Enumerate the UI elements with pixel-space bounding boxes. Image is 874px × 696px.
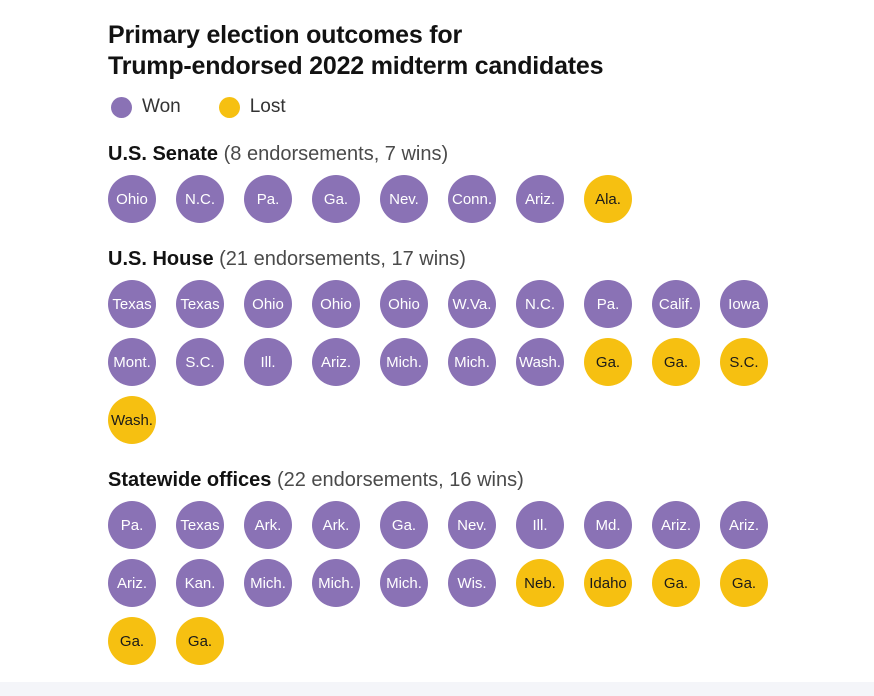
candidate-circle-won: Ark. [312, 501, 360, 549]
section-header: Statewide offices (22 endorsements, 16 w… [108, 469, 874, 492]
candidate-circle-won: Pa. [584, 280, 632, 328]
section-subtitle: (8 endorsements, 7 wins) [223, 143, 449, 165]
candidate-circle-won: Kan. [176, 559, 224, 607]
chart-container: Primary election outcomes for Trump-endo… [108, 20, 874, 665]
candidate-circle-lost: Ga. [652, 338, 700, 386]
candidate-circle-won: Nev. [448, 501, 496, 549]
candidate-circle-won: Ohio [108, 175, 156, 223]
candidate-circle-won: Mont. [108, 338, 156, 386]
candidate-circle-won: Ga. [312, 175, 360, 223]
legend-dot-won-icon [111, 96, 132, 118]
candidate-circle-won: Ohio [312, 280, 360, 328]
section-u-s-house: U.S. House (21 endorsements, 17 wins) Tex… [108, 248, 874, 444]
candidate-circle-lost: Wash. [108, 396, 156, 444]
candidate-circle-won: Ariz. [720, 501, 768, 549]
candidate-circle-won: Texas [176, 501, 224, 549]
candidate-circle-won: Ariz. [516, 175, 564, 223]
section-u-s-senate: U.S. Senate (8 endorsements, 7 wins) Ohio… [108, 143, 874, 223]
candidate-circle-won: Md. [584, 501, 632, 549]
candidate-circle-won: Calif. [652, 280, 700, 328]
candidate-circle-lost: Ga. [720, 559, 768, 607]
chart-title-line-2: Trump-endorsed 2022 midterm candidates [108, 52, 604, 80]
candidate-grid: Pa. Texas Ark. Ark. Ga. Nev. Ill. Md. Ariz. Ariz.… [108, 501, 768, 665]
candidate-circle-won: Pa. [108, 501, 156, 549]
legend-item-won: Won [111, 96, 181, 118]
candidate-circle-won: Texas [108, 280, 156, 328]
candidate-circle-won: Ga. [380, 501, 428, 549]
candidate-circle-lost: Neb. [516, 559, 564, 607]
section-title: U.S. Senate [108, 143, 219, 165]
candidate-circle-lost: Ga. [108, 617, 156, 665]
section-header: U.S. House (21 endorsements, 17 wins) [108, 248, 874, 271]
candidate-circle-won: Mich. [448, 338, 496, 386]
chart-title-line-1: Primary election outcomes for [108, 21, 463, 49]
candidate-circle-won: S.C. [176, 338, 224, 386]
candidate-grid: Texas Texas Ohio Ohio Ohio W.Va. N.C. Pa. Calif.… [108, 280, 768, 444]
legend: Won Lost [111, 96, 874, 118]
candidate-circle-lost: S.C. [720, 338, 768, 386]
candidate-circle-lost: Ga. [176, 617, 224, 665]
candidate-circle-won: Conn. [448, 175, 496, 223]
candidate-circle-lost: Idaho [584, 559, 632, 607]
candidate-circle-won: Iowa [720, 280, 768, 328]
section-title: Statewide offices [108, 469, 272, 491]
legend-label: Lost [249, 96, 286, 117]
candidate-circle-won: Mich. [380, 559, 428, 607]
section-title: U.S. House [108, 248, 214, 270]
section-subtitle: (21 endorsements, 17 wins) [219, 248, 466, 270]
candidate-circle-won: Mich. [244, 559, 292, 607]
section-header: U.S. Senate (8 endorsements, 7 wins) [108, 143, 874, 166]
candidate-circle-won: Ill. [244, 338, 292, 386]
legend-dot-lost-icon [218, 96, 240, 118]
candidate-circle-won: N.C. [516, 280, 564, 328]
candidate-circle-won: Mich. [312, 559, 360, 607]
candidate-circle-won: Wash. [516, 338, 564, 386]
candidate-circle-won: Ariz. [312, 338, 360, 386]
legend-label: Won [142, 96, 181, 117]
candidate-circle-won: Ariz. [108, 559, 156, 607]
candidate-circle-won: Mich. [380, 338, 428, 386]
chart-sections: U.S. Senate (8 endorsements, 7 wins) Ohio… [108, 143, 874, 665]
candidate-circle-won: W.Va. [448, 280, 496, 328]
candidate-circle-won: Ark. [244, 501, 292, 549]
candidate-circle-won: Ohio [380, 280, 428, 328]
legend-item-lost: Lost [218, 96, 286, 118]
section-subtitle: (22 endorsements, 16 wins) [276, 469, 524, 491]
candidate-circle-won: Ariz. [652, 501, 700, 549]
candidate-circle-won: Ohio [244, 280, 292, 328]
candidate-circle-lost: Ga. [652, 559, 700, 607]
candidate-circle-lost: Ala. [584, 175, 632, 223]
candidate-circle-won: Texas [176, 280, 224, 328]
chart-title: Primary election outcomes for Trump-endo… [108, 20, 874, 82]
section-statewide-offices: Statewide offices (22 endorsements, 16 w… [108, 469, 874, 665]
candidate-circle-won: Nev. [380, 175, 428, 223]
candidate-circle-lost: Ga. [584, 338, 632, 386]
candidate-circle-won: N.C. [176, 175, 224, 223]
bottom-strip [0, 682, 874, 696]
candidate-circle-won: Pa. [244, 175, 292, 223]
candidate-circle-won: Wis. [448, 559, 496, 607]
candidate-circle-won: Ill. [516, 501, 564, 549]
candidate-grid: Ohio N.C. Pa. Ga. Nev. Conn. Ariz. Ala. [108, 175, 768, 223]
